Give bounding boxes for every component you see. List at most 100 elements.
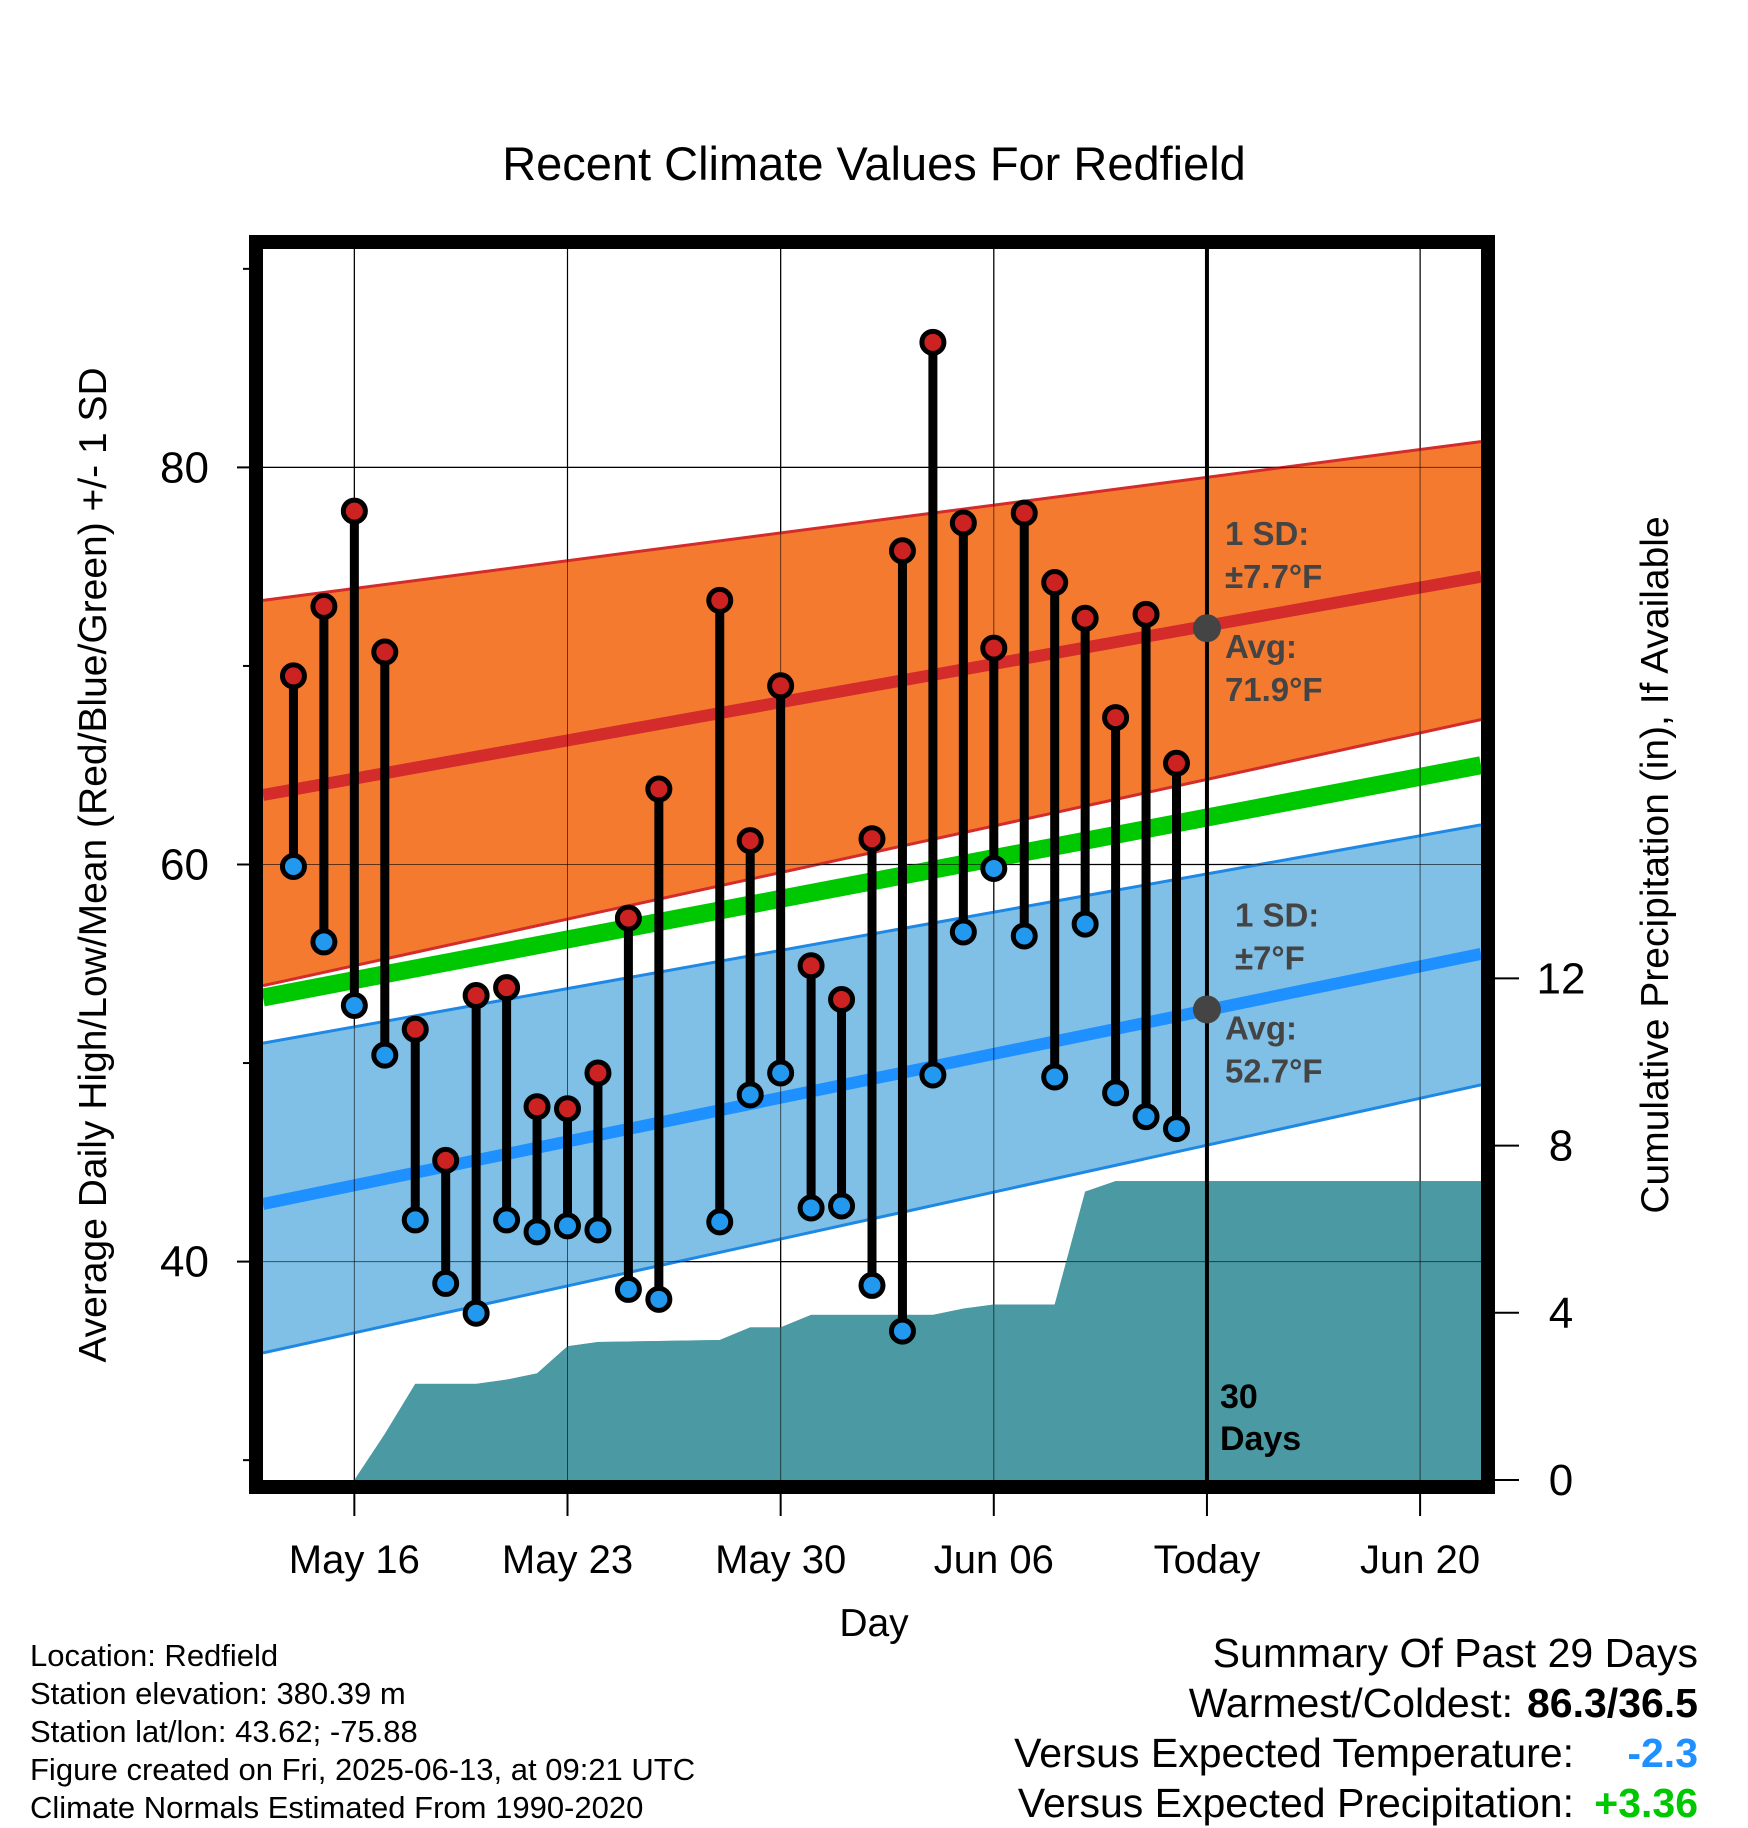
elevation-text: Station elevation: 380.39 m (30, 1676, 406, 1711)
temp-anomaly-label: Versus Expected Temperature: (1014, 1730, 1574, 1776)
days-word: Days (1220, 1420, 1301, 1458)
plot-interior: 1 SD: ±7.7°F Avg: 71.9°F 1 SD: ±7°F Avg: 52.7°F… (263, 249, 1481, 1480)
daily-low-marker (919, 1061, 947, 1089)
daily-low-marker (340, 991, 368, 1019)
daily-low-marker (1071, 910, 1099, 938)
x-tick-label: Jun 06 (934, 1538, 1054, 1582)
daily-high-marker (279, 662, 307, 690)
daily-low-marker (371, 1041, 399, 1069)
daily-low-marker (401, 1206, 429, 1234)
plot-frame (249, 235, 1495, 1494)
daily-high-marker (919, 328, 947, 356)
daily-low-marker (858, 1271, 886, 1299)
daily-high-marker (401, 1015, 429, 1043)
daily-low-marker (614, 1275, 642, 1303)
daily-low-marker (888, 1317, 916, 1345)
precipitation-area-overlay (354, 1181, 1481, 1480)
daily-high-marker (828, 986, 856, 1014)
x-tick-label: May 23 (502, 1538, 633, 1582)
daily-low-marker (1010, 922, 1038, 950)
daily-high-marker (1041, 569, 1069, 597)
warmest-coldest-label: Warmest/Coldest: (1188, 1680, 1513, 1726)
daily-low-marker (554, 1212, 581, 1240)
daily-high-marker (554, 1095, 581, 1123)
daily-high-marker (340, 497, 368, 525)
daily-high-marker (736, 827, 764, 855)
daily-low-marker (706, 1208, 734, 1236)
temp-anomaly-value: -2.3 (1627, 1730, 1698, 1776)
normals-text: Climate Normals Estimated From 1990-2020 (30, 1790, 644, 1825)
daily-low-marker (1102, 1079, 1130, 1107)
high-sd-value: ±7.7°F (1225, 558, 1322, 595)
x-tick-label: May 16 (289, 1538, 420, 1582)
daily-low-marker (523, 1218, 551, 1246)
y2-axis-label: Cumulative Precipitation (in), If Availa… (1634, 516, 1677, 1213)
latlon-text: Station lat/lon: 43.62; -75.88 (30, 1714, 418, 1749)
daily-high-marker (1102, 704, 1130, 732)
summary-panel: Summary Of Past 29 Days Warmest/Coldest:… (1014, 1628, 1698, 1828)
daily-high-marker (432, 1146, 460, 1174)
summary-warmest-row: Warmest/Coldest: 86.3/36.5 (1014, 1678, 1698, 1728)
y-tick-label: 80 (160, 443, 209, 492)
daily-high-marker (797, 952, 825, 980)
today-low-avg-marker (1192, 995, 1221, 1024)
low-avg-label: Avg: (1225, 1009, 1297, 1046)
daily-low-marker (980, 854, 1008, 882)
x-tick-label: Today (1154, 1538, 1261, 1582)
days-count: 30 (1220, 1378, 1258, 1416)
daily-low-marker (1163, 1115, 1190, 1143)
precip-anomaly-label: Versus Expected Precipitation: (1017, 1780, 1574, 1826)
daily-high-marker (706, 586, 734, 614)
daily-low-marker (1041, 1063, 1069, 1091)
y2-tick-label: 12 (1537, 954, 1586, 1003)
low-avg-value: 52.7°F (1225, 1052, 1323, 1089)
daily-low-marker (828, 1192, 856, 1220)
daily-low-marker (736, 1081, 764, 1109)
summary-title: Summary Of Past 29 Days (1212, 1630, 1698, 1676)
y-axis-label: Average Daily High/Low/Mean (Red/Blue/Gr… (72, 367, 115, 1362)
daily-low-marker (584, 1216, 612, 1244)
high-sd-label: 1 SD: (1225, 515, 1309, 552)
x-tick-label: May 30 (715, 1538, 846, 1582)
daily-high-marker (371, 638, 399, 666)
high-avg-value: 71.9°F (1225, 671, 1323, 708)
daily-low-marker (797, 1194, 825, 1222)
daily-high-marker (1071, 604, 1099, 632)
location-text: Location: Redfield (30, 1638, 279, 1673)
y2-tick-label: 0 (1549, 1456, 1573, 1505)
station-info: Location: Redfield Station elevation: 38… (30, 1637, 695, 1827)
daily-high-marker (1010, 499, 1038, 527)
daily-high-marker (888, 537, 916, 565)
daily-high-marker (980, 634, 1008, 662)
plot-area: 1 SD: ±7.7°F Avg: 71.9°F 1 SD: ±7°F Avg: 52.7°F… (160, 235, 1586, 1582)
today-high-avg-marker (1192, 614, 1221, 643)
daily-low-marker (949, 918, 977, 946)
daily-high-marker (310, 592, 338, 620)
precip-anomaly-value: +3.36 (1594, 1780, 1698, 1826)
created-text: Figure created on Fri, 2025-06-13, at 09… (30, 1752, 696, 1787)
y2-tick-label: 4 (1549, 1289, 1573, 1338)
chart-title: Recent Climate Values For Redfield (502, 137, 1246, 190)
high-normal-line (263, 570, 1481, 801)
daily-low-marker (493, 1206, 521, 1234)
daily-high-marker (584, 1059, 612, 1087)
y-tick-label: 60 (160, 841, 209, 890)
daily-high-marker (767, 672, 795, 700)
high-sd-band-upper-edge (263, 440, 1481, 602)
daily-high-marker (614, 904, 642, 932)
summary-precip-row: Versus Expected Precipitation: +3.36 (1014, 1778, 1698, 1828)
y-tick-label: 40 (160, 1238, 209, 1287)
daily-low-marker (279, 852, 307, 880)
daily-low-marker (1132, 1103, 1160, 1131)
daily-high-marker (645, 775, 673, 803)
high-avg-label: Avg: (1225, 628, 1297, 665)
daily-low-marker (432, 1269, 460, 1297)
daily-high-marker (523, 1093, 551, 1121)
daily-low-marker (462, 1299, 490, 1327)
daily-low-marker (767, 1059, 795, 1087)
daily-low-marker (310, 928, 338, 956)
summary-temp-row: Versus Expected Temperature: -2.3 (1014, 1728, 1698, 1778)
daily-high-marker (949, 509, 977, 537)
low-sd-label: 1 SD: (1235, 896, 1319, 933)
